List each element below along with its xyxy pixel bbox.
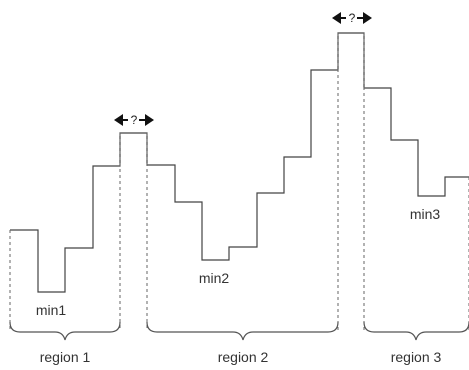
arrow-right-icon xyxy=(363,12,372,24)
region-boundary-lines xyxy=(9,33,469,330)
arrow-right-icon xyxy=(145,114,154,126)
region2-brace xyxy=(146,321,339,341)
min2-label: min2 xyxy=(199,270,230,286)
peak2-uncertainty-arrow: ? xyxy=(332,11,372,25)
region3-brace xyxy=(363,321,469,341)
peak1-question-mark: ? xyxy=(131,113,138,127)
region1-brace xyxy=(9,321,121,341)
step-profile xyxy=(10,32,469,293)
region2-label: region 2 xyxy=(218,349,269,365)
peak1-uncertainty-arrow: ? xyxy=(114,113,154,127)
peak2-question-mark: ? xyxy=(349,11,356,25)
min1-label: min1 xyxy=(36,302,67,318)
arrow-left-icon xyxy=(114,114,123,126)
region1-label: region 1 xyxy=(40,349,91,365)
min3-label: min3 xyxy=(410,206,441,222)
region3-label: region 3 xyxy=(391,349,442,365)
arrow-left-icon xyxy=(332,12,341,24)
